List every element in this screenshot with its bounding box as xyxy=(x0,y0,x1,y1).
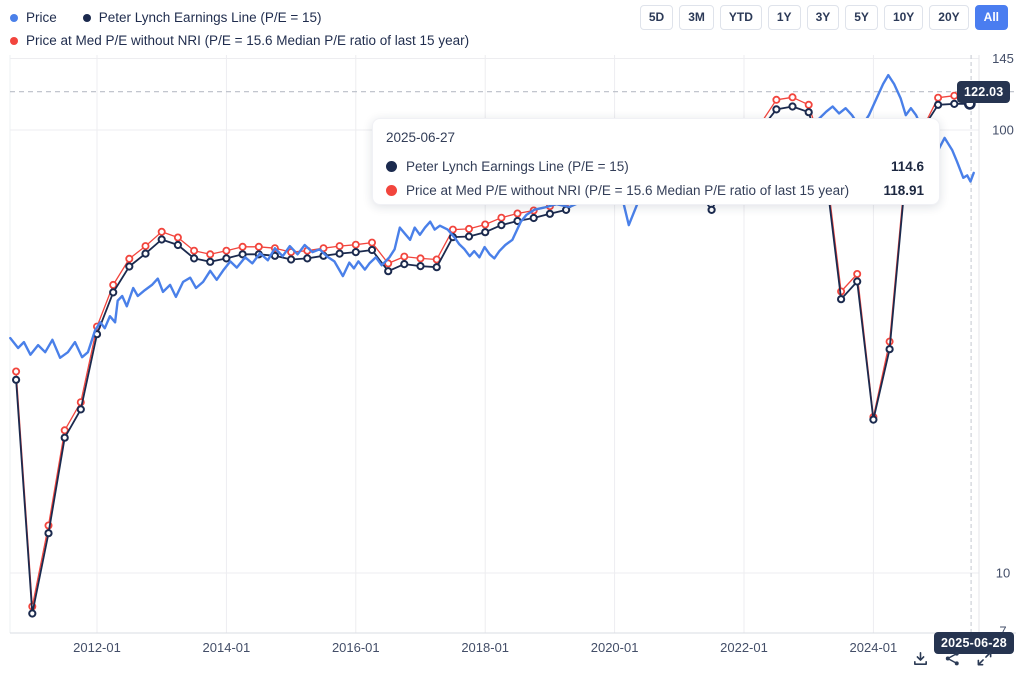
legend-label-price: Price xyxy=(26,10,57,25)
time-range-button-group: 5D 3M YTD 1Y 3Y 5Y 10Y 20Y All xyxy=(639,5,1008,30)
legend-item-peter-lynch-line[interactable]: Peter Lynch Earnings Line (P/E = 15) xyxy=(82,10,322,25)
svg-text:145: 145 xyxy=(992,51,1014,66)
tooltip-med-pe-value: 118.91 xyxy=(883,182,924,198)
crosshair-date-badge: 2025-06-28 xyxy=(934,632,1014,654)
med-pe-series-dot-icon xyxy=(10,36,18,45)
svg-text:2018-01: 2018-01 xyxy=(461,640,509,655)
range-button-20y[interactable]: 20Y xyxy=(929,5,969,30)
legend-item-med-pe[interactable]: Price at Med P/E without NRI (P/E = 15.6… xyxy=(10,33,469,48)
tooltip-peter-lynch-label: Peter Lynch Earnings Line (P/E = 15) xyxy=(406,158,629,174)
download-icon[interactable] xyxy=(912,650,929,667)
range-button-ytd[interactable]: YTD xyxy=(719,5,762,30)
svg-text:7: 7 xyxy=(999,624,1006,639)
chart-tooltip: 2025-06-27 Peter Lynch Earnings Line (P/… xyxy=(372,118,940,205)
chart-legend: Price Peter Lynch Earnings Line (P/E = 1… xyxy=(10,6,487,52)
svg-text:2012-01: 2012-01 xyxy=(73,640,121,655)
range-button-3m[interactable]: 3M xyxy=(679,5,714,30)
svg-text:2022-01: 2022-01 xyxy=(720,640,768,655)
range-button-10y[interactable]: 10Y xyxy=(883,5,924,30)
svg-text:2016-01: 2016-01 xyxy=(332,640,380,655)
svg-text:100: 100 xyxy=(992,123,1014,138)
svg-text:2024-01: 2024-01 xyxy=(850,640,898,655)
tooltip-med-pe-dot-icon xyxy=(386,184,397,196)
tooltip-peter-lynch-dot-icon xyxy=(386,160,397,172)
price-series-dot-icon xyxy=(10,13,18,22)
chart-toolbar xyxy=(912,650,993,667)
fullscreen-icon[interactable] xyxy=(976,650,993,667)
tooltip-peter-lynch-value: 114.6 xyxy=(890,158,924,174)
peter-lynch-series-dot-icon xyxy=(82,13,91,22)
svg-text:10: 10 xyxy=(996,566,1010,581)
legend-row-2: Price at Med P/E without NRI (P/E = 15.6… xyxy=(10,29,487,52)
svg-text:2014-01: 2014-01 xyxy=(203,640,251,655)
legend-label-med-pe: Price at Med P/E without NRI (P/E = 15.6… xyxy=(26,33,470,48)
range-button-5d[interactable]: 5D xyxy=(639,5,674,30)
range-button-all[interactable]: All xyxy=(974,5,1008,30)
tooltip-med-pe-label: Price at Med P/E without NRI (P/E = 15.6… xyxy=(406,182,850,198)
share-icon[interactable] xyxy=(944,650,961,667)
legend-label-peter-lynch-line: Peter Lynch Earnings Line (P/E = 15) xyxy=(98,10,322,25)
tooltip-med-pe-row: Price at Med P/E without NRI (P/E = 15.6… xyxy=(386,178,924,202)
legend-item-price[interactable]: Price xyxy=(10,10,57,25)
legend-row-1: Price Peter Lynch Earnings Line (P/E = 1… xyxy=(10,6,487,29)
current-value-badge: 122.03 xyxy=(957,81,1011,103)
range-button-1y[interactable]: 1Y xyxy=(767,5,801,30)
tooltip-row-peter-lynch: Peter Lynch Earnings Line (P/E = 15) 114… xyxy=(386,154,924,178)
tooltip-date: 2025-06-27 xyxy=(386,130,456,145)
svg-text:2020-01: 2020-01 xyxy=(591,640,639,655)
range-button-3y[interactable]: 3Y xyxy=(806,5,840,30)
range-button-5y[interactable]: 5Y xyxy=(845,5,878,30)
